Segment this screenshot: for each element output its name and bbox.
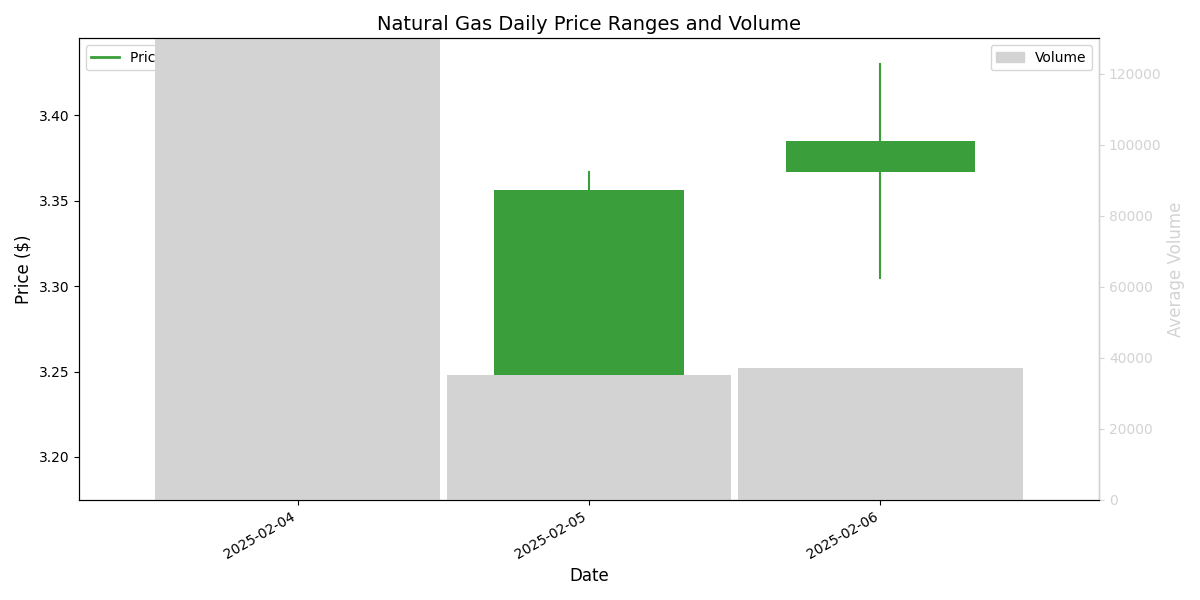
Title: Natural Gas Daily Price Ranges and Volume: Natural Gas Daily Price Ranges and Volum… <box>377 15 802 34</box>
Legend: Volume: Volume <box>991 45 1092 70</box>
Bar <box>786 141 976 172</box>
Y-axis label: Price ($): Price ($) <box>14 234 34 304</box>
Bar <box>494 190 684 423</box>
Bar <box>446 376 731 500</box>
Y-axis label: Average Volume: Average Volume <box>1166 202 1186 337</box>
Bar <box>156 38 439 500</box>
Legend: Price Range: Price Range <box>86 45 218 70</box>
X-axis label: Date: Date <box>569 567 608 585</box>
Bar <box>738 368 1022 500</box>
